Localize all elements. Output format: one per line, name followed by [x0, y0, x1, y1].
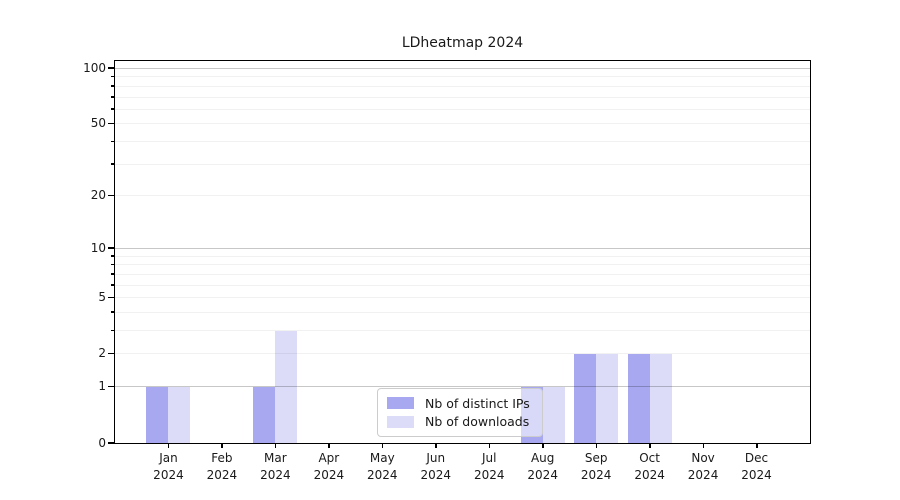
y-tick-mark-minor — [111, 329, 114, 331]
y-tick-mark-minor — [111, 96, 114, 98]
gridline-major — [115, 67, 810, 69]
gridline-major — [115, 386, 810, 388]
x-tick-mark — [381, 444, 384, 448]
bar-distinct-ips-jan — [146, 386, 169, 443]
x-tick-label-apr: Apr 2024 — [313, 451, 345, 482]
x-tick-label-feb: Feb 2024 — [206, 451, 238, 482]
x-tick-label-aug: Aug 2024 — [527, 451, 558, 482]
legend-row-downloads: Nb of downloads — [387, 414, 533, 429]
legend-label-distinct-ips: Nb of distinct IPs — [425, 395, 530, 411]
y-tick-mark — [108, 67, 114, 69]
bar-distinct-ips-sep — [574, 353, 597, 443]
x-tick-label-sep: Sep 2024 — [580, 451, 612, 482]
bar-downloads-jan — [168, 386, 191, 443]
x-tick-mark — [702, 444, 705, 448]
gridline-minor — [115, 195, 810, 197]
y-tick-mark — [108, 194, 114, 197]
x-tick-mark — [542, 444, 544, 448]
y-tick-mark-minor — [111, 163, 114, 165]
gridline-minor — [115, 311, 810, 313]
x-tick-mark — [649, 444, 651, 448]
y-tick-mark-minor — [111, 273, 114, 275]
gridline-minor — [115, 96, 810, 98]
plot-area — [114, 60, 811, 444]
gridline-minor — [115, 330, 810, 331]
y-tick-mark-minor — [111, 263, 114, 266]
x-tick-label-may: May 2024 — [367, 451, 398, 482]
legend-label-downloads: Nb of downloads — [425, 414, 530, 430]
y-tick-mark-minor — [111, 108, 114, 110]
y-tick-label: 50 — [90, 116, 106, 131]
y-tick-label: 100 — [83, 60, 106, 75]
bar-distinct-ips-mar — [253, 386, 276, 443]
x-tick-mark — [328, 444, 330, 448]
y-tick-label: 0 — [98, 435, 106, 450]
x-tick-label-jan: Jan 2024 — [153, 451, 184, 482]
x-tick-mark — [488, 444, 491, 448]
legend-row-distinct-ips: Nb of distinct IPs — [387, 396, 533, 411]
y-tick-mark — [108, 352, 114, 355]
y-tick-mark — [108, 122, 114, 125]
legend: Nb of distinct IPs Nb of downloads — [377, 388, 543, 437]
legend-swatch-downloads-icon — [387, 415, 414, 428]
y-tick-mark — [108, 247, 114, 249]
y-tick-mark-minor — [111, 140, 114, 143]
gridline-minor — [115, 141, 810, 143]
bar-downloads-aug — [542, 386, 565, 443]
x-tick-label-jul: Jul 2024 — [473, 451, 505, 482]
gridline-minor — [115, 255, 810, 257]
y-tick-mark-minor — [111, 85, 114, 87]
x-tick-label-nov: Nov 2024 — [687, 451, 719, 482]
gridline-minor — [115, 76, 810, 78]
y-tick-label: 2 — [98, 346, 106, 361]
x-tick-mark — [756, 444, 758, 448]
gridline-major — [115, 247, 810, 249]
gridline-minor — [115, 163, 810, 165]
gridline-minor — [115, 297, 810, 299]
gridline-minor — [115, 284, 810, 286]
gridline-minor — [115, 85, 810, 87]
chart-title: LDheatmap 2024 — [401, 35, 524, 51]
y-tick-label: 1 — [98, 379, 106, 394]
x-tick-label-oct: Oct 2024 — [634, 451, 665, 482]
gridline-minor — [115, 108, 810, 110]
gridline-minor — [115, 123, 810, 125]
x-tick-mark — [435, 444, 437, 448]
legend-swatch-distinct-ips-icon — [387, 397, 414, 410]
x-tick-mark — [274, 444, 277, 448]
y-tick-label: 5 — [98, 290, 106, 305]
x-tick-label-jun: Jun 2024 — [420, 451, 452, 482]
y-tick-mark — [108, 296, 114, 299]
gridline-minor — [115, 353, 810, 355]
x-tick-mark — [167, 444, 170, 448]
y-tick-mark-minor — [111, 75, 114, 78]
y-tick-mark — [108, 442, 114, 444]
bar-downloads-sep — [596, 353, 619, 443]
gridline-minor — [115, 264, 810, 266]
x-tick-mark — [595, 444, 598, 448]
x-tick-label-dec: Dec 2024 — [741, 451, 772, 482]
gridline-minor — [115, 273, 810, 275]
y-tick-label: 20 — [90, 188, 106, 203]
bar-distinct-ips-oct — [627, 353, 650, 443]
bar-downloads-oct — [649, 353, 672, 443]
y-tick-mark-minor — [111, 255, 114, 257]
y-tick-label: 10 — [90, 240, 106, 255]
y-tick-mark-minor — [111, 284, 114, 286]
bar-downloads-mar — [275, 330, 298, 443]
y-tick-mark-minor — [111, 311, 114, 313]
x-tick-mark — [221, 444, 223, 448]
y-tick-mark — [108, 385, 114, 388]
x-tick-label-mar: Mar 2024 — [260, 451, 291, 482]
